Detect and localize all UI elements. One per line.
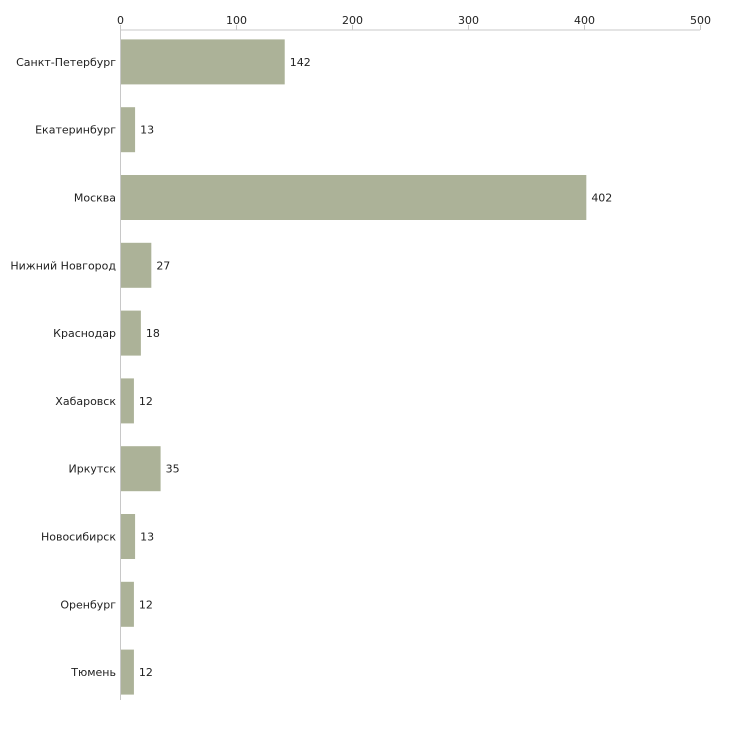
category-label: Екатеринбург	[35, 124, 116, 137]
value-label: 27	[156, 259, 170, 272]
value-label: 13	[140, 124, 154, 137]
value-label: 12	[139, 395, 153, 408]
category-label: Москва	[74, 192, 116, 205]
x-tick-label: 100	[226, 14, 247, 27]
bar	[121, 446, 161, 492]
category-label: Санкт-Петербург	[16, 56, 116, 69]
x-tick-label: 0	[117, 14, 124, 27]
category-label: Хабаровск	[55, 395, 116, 408]
bar	[121, 175, 587, 220]
bar	[121, 649, 134, 695]
value-label: 18	[146, 327, 160, 340]
value-label: 35	[166, 463, 180, 476]
bar	[121, 242, 152, 288]
value-label: 402	[591, 192, 612, 205]
category-label: Иркутск	[69, 463, 117, 476]
x-tick-label: 500	[690, 14, 711, 27]
value-label: 142	[290, 56, 311, 69]
bar	[121, 581, 134, 627]
bar	[121, 107, 136, 153]
x-tick-label: 400	[574, 14, 595, 27]
category-label: Краснодар	[53, 327, 116, 340]
value-label: 12	[139, 598, 153, 611]
bar	[121, 39, 285, 85]
category-label: Новосибирск	[41, 531, 116, 544]
x-tick-label: 300	[458, 14, 479, 27]
x-tick-label: 200	[342, 14, 363, 27]
value-label: 12	[139, 666, 153, 679]
category-label: Нижний Новгород	[10, 259, 116, 272]
bar	[121, 514, 136, 559]
value-label: 13	[140, 531, 154, 544]
bar	[121, 310, 141, 356]
category-label: Оренбург	[60, 598, 116, 611]
bar	[121, 378, 134, 424]
category-label: Тюмень	[70, 666, 116, 679]
